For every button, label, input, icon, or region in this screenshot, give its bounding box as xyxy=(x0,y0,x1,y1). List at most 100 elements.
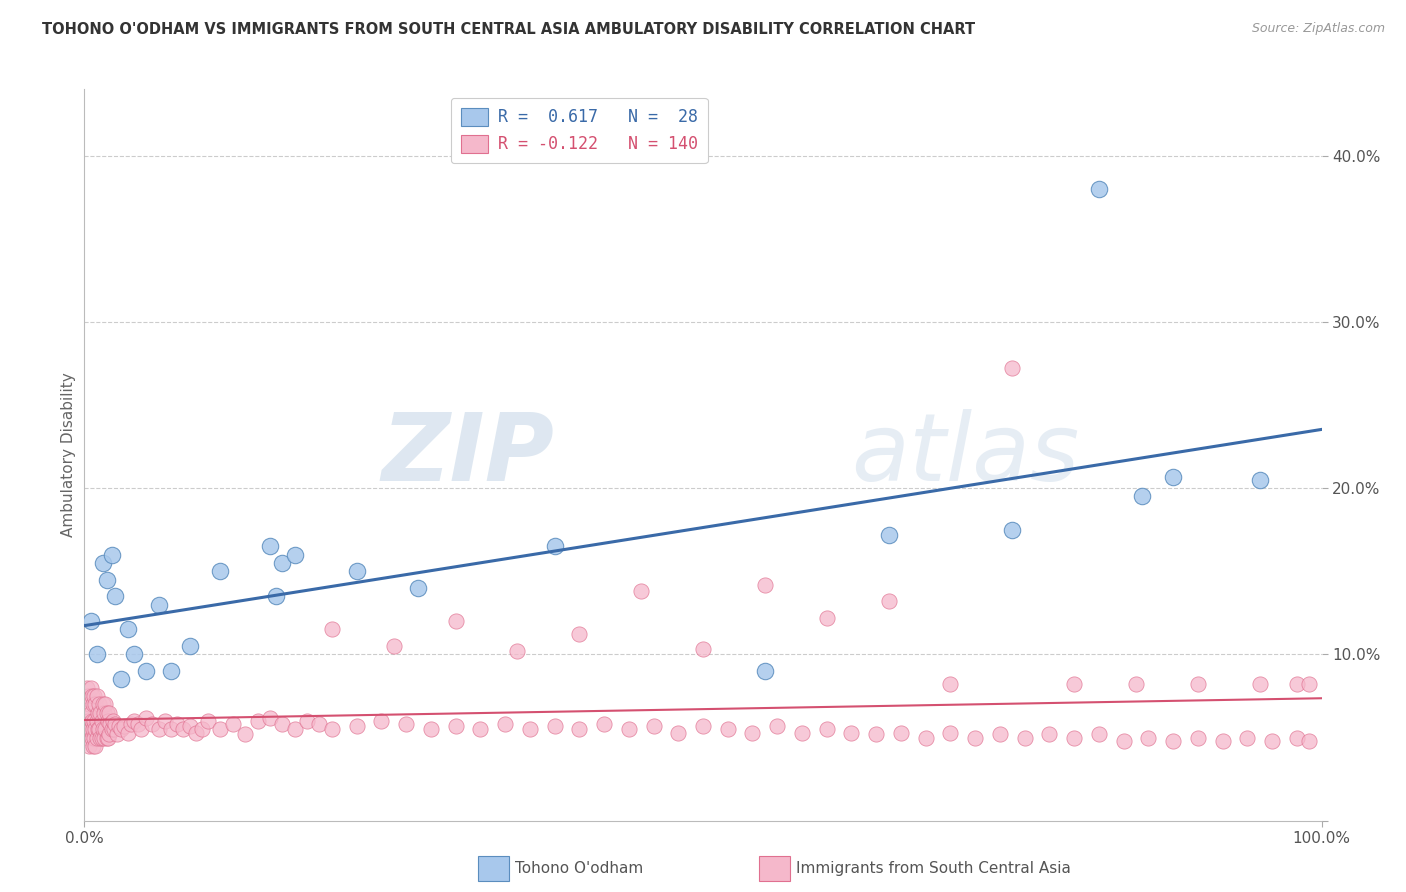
Point xyxy=(1014,731,1036,745)
Point xyxy=(519,723,541,737)
Point xyxy=(83,689,105,703)
Point xyxy=(179,639,201,653)
Point xyxy=(395,717,418,731)
Point xyxy=(1130,490,1153,504)
Y-axis label: Ambulatory Disability: Ambulatory Disability xyxy=(60,373,76,537)
Point xyxy=(82,723,104,737)
Point xyxy=(153,714,176,728)
Point xyxy=(117,725,139,739)
Point xyxy=(630,584,652,599)
Point xyxy=(543,719,565,733)
Point xyxy=(89,698,111,712)
Point xyxy=(77,689,100,703)
Point xyxy=(321,623,343,637)
Point xyxy=(91,723,114,737)
Text: ZIP: ZIP xyxy=(381,409,554,501)
Point xyxy=(79,723,101,737)
Point xyxy=(444,614,467,628)
Point xyxy=(754,577,776,591)
Point xyxy=(259,539,281,553)
Point xyxy=(506,644,529,658)
Text: Source: ZipAtlas.com: Source: ZipAtlas.com xyxy=(1251,22,1385,36)
Point xyxy=(1063,677,1085,691)
Point xyxy=(1249,677,1271,691)
Point xyxy=(90,731,112,745)
Point xyxy=(89,706,111,720)
Point xyxy=(382,639,405,653)
Point xyxy=(184,725,207,739)
Point xyxy=(97,714,120,728)
Point xyxy=(1038,727,1060,741)
Point xyxy=(87,706,110,720)
Point xyxy=(79,681,101,695)
Point xyxy=(86,648,108,662)
Point xyxy=(76,723,98,737)
Point xyxy=(1285,731,1308,745)
Point xyxy=(308,717,330,731)
Point xyxy=(444,719,467,733)
Point xyxy=(87,723,110,737)
Point xyxy=(89,731,111,745)
Point xyxy=(160,664,183,678)
Point xyxy=(284,548,307,562)
Point xyxy=(80,689,103,703)
Point xyxy=(271,717,294,731)
Point xyxy=(84,698,107,712)
Point xyxy=(470,723,492,737)
Point xyxy=(77,731,100,745)
Point xyxy=(692,642,714,657)
Point xyxy=(98,727,121,741)
Point xyxy=(82,739,104,753)
Point xyxy=(1187,677,1209,691)
Point xyxy=(717,723,740,737)
Point xyxy=(865,727,887,741)
Text: Tohono O'odham: Tohono O'odham xyxy=(515,862,643,876)
Point xyxy=(321,723,343,737)
Point xyxy=(84,739,107,753)
Point xyxy=(666,725,689,739)
Point xyxy=(84,723,107,737)
Point xyxy=(94,698,117,712)
Point xyxy=(259,710,281,724)
Point xyxy=(127,717,149,731)
Point xyxy=(77,714,100,728)
Point xyxy=(1001,361,1024,376)
Point xyxy=(617,723,640,737)
Point xyxy=(1088,727,1111,741)
Point xyxy=(965,731,987,745)
Point xyxy=(83,714,105,728)
Point xyxy=(79,739,101,753)
Point xyxy=(1212,734,1234,748)
Point xyxy=(754,664,776,678)
Point xyxy=(271,556,294,570)
Point xyxy=(83,731,105,745)
Point xyxy=(86,689,108,703)
Point xyxy=(96,731,118,745)
Point xyxy=(100,548,122,562)
Point xyxy=(1249,473,1271,487)
Point xyxy=(197,714,219,728)
Point xyxy=(82,698,104,712)
Point xyxy=(419,723,441,737)
Point xyxy=(246,714,269,728)
Point xyxy=(96,573,118,587)
Point xyxy=(692,719,714,733)
Point xyxy=(877,594,900,608)
Point xyxy=(988,727,1011,741)
Point xyxy=(79,698,101,712)
Point xyxy=(97,731,120,745)
Point xyxy=(815,611,838,625)
Text: Immigrants from South Central Asia: Immigrants from South Central Asia xyxy=(796,862,1071,876)
Point xyxy=(91,556,114,570)
Point xyxy=(89,723,111,737)
Point xyxy=(408,581,430,595)
Point xyxy=(1112,734,1135,748)
Point xyxy=(295,714,318,728)
Point xyxy=(1161,734,1184,748)
Point xyxy=(1236,731,1258,745)
Point xyxy=(494,717,516,731)
Point xyxy=(593,717,616,731)
Point xyxy=(93,731,115,745)
Point xyxy=(741,725,763,739)
Point xyxy=(110,673,132,687)
